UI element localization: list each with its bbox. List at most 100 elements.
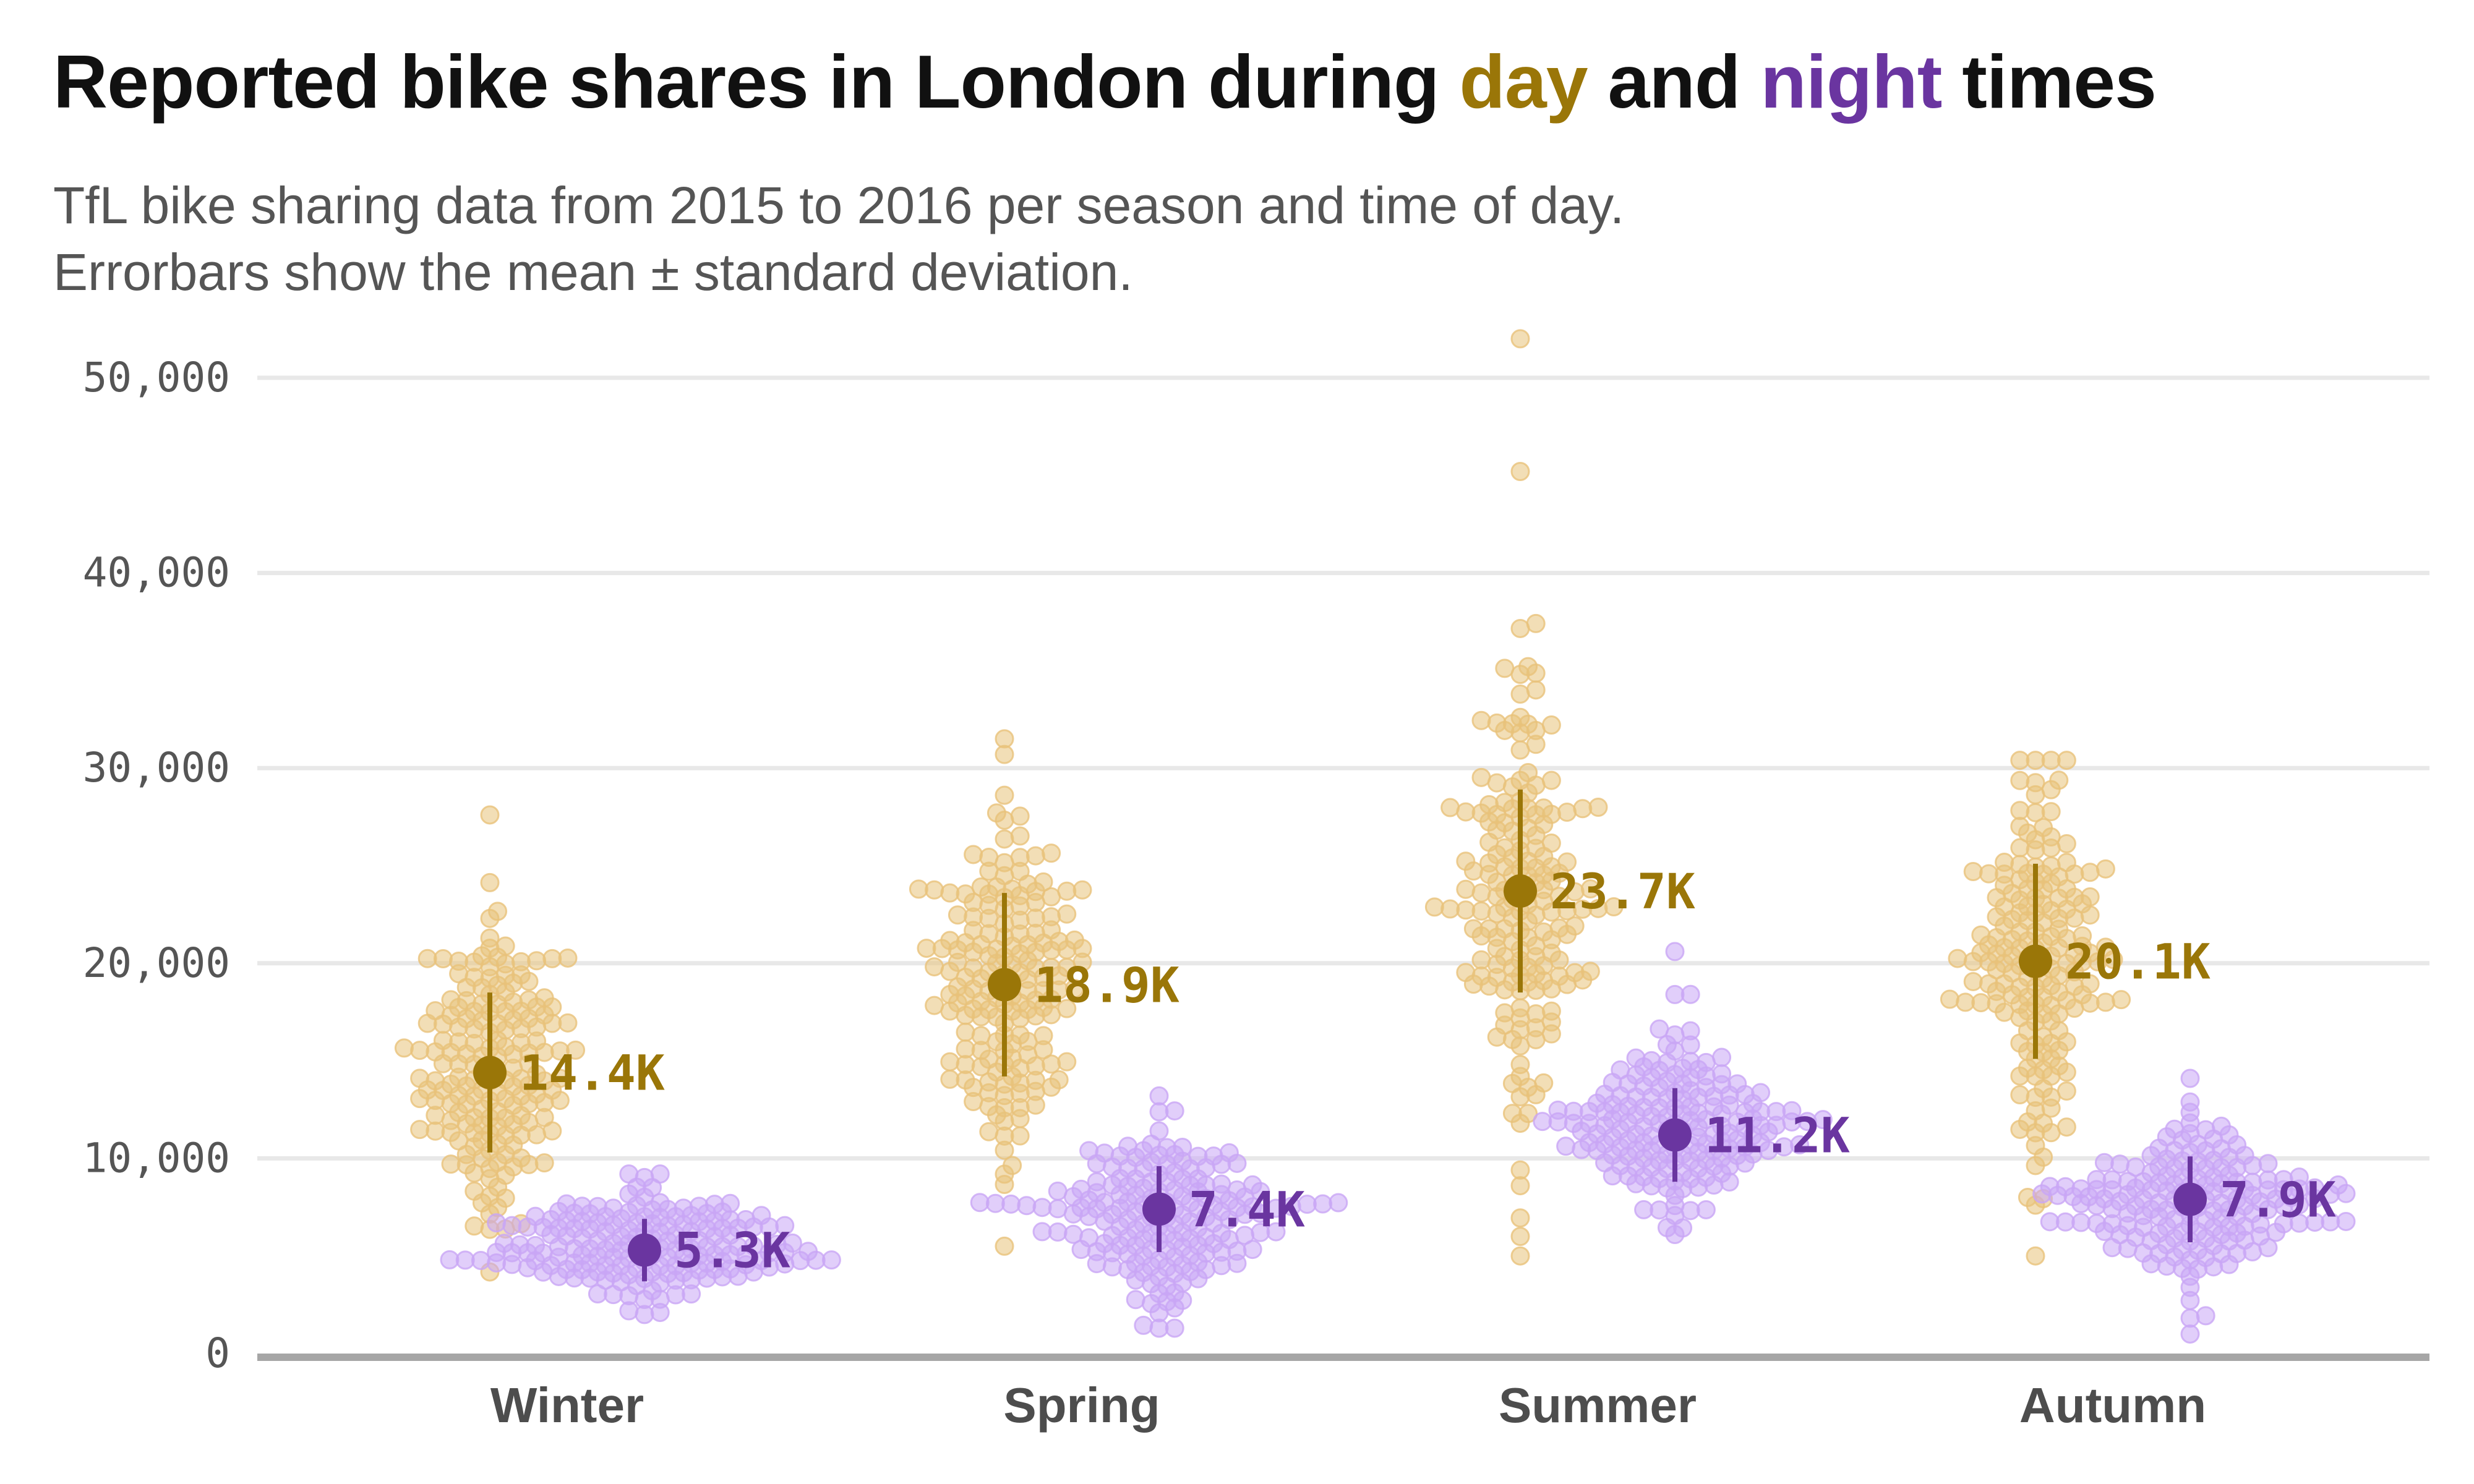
y-tick-label: 30,000 — [83, 744, 230, 791]
day-point — [558, 948, 578, 968]
day-point — [2095, 859, 2115, 879]
day-point — [2057, 834, 2076, 853]
night-point — [1680, 1052, 1700, 1072]
night-point — [775, 1216, 795, 1235]
night-mean-point — [1658, 1118, 1692, 1152]
day-point — [1526, 680, 1546, 700]
day-point — [410, 1120, 430, 1140]
day-point — [449, 951, 469, 971]
day-point — [1057, 904, 1077, 924]
night-mean-label: 5.3K — [674, 1224, 790, 1279]
day-point — [2010, 801, 2030, 821]
day-point — [1604, 897, 1624, 917]
night-point — [1782, 1101, 1802, 1120]
day-point — [1010, 806, 1030, 826]
day-point — [558, 1013, 578, 1033]
day-point — [2095, 937, 2115, 957]
night-point — [1696, 1200, 1716, 1219]
day-point — [1979, 864, 1998, 884]
night-point — [619, 1164, 639, 1184]
night-point — [1126, 1290, 1145, 1310]
night-point — [1680, 984, 1700, 1004]
y-tick-label: 0 — [205, 1329, 230, 1377]
day-point — [2010, 855, 2030, 874]
day-point — [1549, 918, 1569, 938]
day-point — [464, 1181, 484, 1201]
day-point — [1541, 715, 1561, 735]
day-mean-label: 23.7K — [1550, 864, 1695, 920]
day-point — [1456, 963, 1476, 983]
day-point — [1424, 897, 1444, 917]
day-point — [979, 1122, 999, 1141]
day-point — [1471, 883, 1491, 903]
day-mean-point — [988, 968, 1021, 1002]
y-tick-label: 10,000 — [83, 1134, 230, 1182]
day-point — [417, 949, 437, 968]
day-point — [2057, 1081, 2076, 1101]
day-mean-point — [1504, 874, 1537, 908]
day-point — [426, 1071, 445, 1091]
day-point — [1003, 1156, 1022, 1175]
night-point — [1611, 1060, 1630, 1080]
night-point — [1134, 1315, 1154, 1335]
night-point — [2305, 1178, 2325, 1198]
day-mean-label: 18.9K — [1034, 958, 1179, 1014]
day-point — [1518, 763, 1538, 783]
day-point — [1510, 707, 1530, 727]
night-mean-point — [1142, 1192, 1176, 1226]
day-point — [2057, 1117, 2076, 1137]
title-night-word: night — [1760, 40, 1942, 124]
night-point — [1548, 1100, 1568, 1120]
day-point — [2049, 770, 2069, 790]
night-point — [2087, 1170, 2107, 1190]
day-point — [1541, 1001, 1561, 1021]
day-point — [1010, 1126, 1030, 1146]
day-point — [1495, 659, 1515, 678]
day-point — [2057, 751, 2076, 770]
day-point — [995, 1236, 1014, 1256]
night-point — [1556, 1136, 1576, 1156]
day-mean-label: 14.4K — [520, 1046, 665, 1102]
day-point — [979, 848, 999, 868]
night-point — [1641, 1051, 1661, 1070]
night-point — [2180, 1068, 2200, 1088]
day-point — [1565, 963, 1585, 983]
day-point — [2010, 838, 2030, 858]
night-point — [721, 1193, 740, 1213]
night-point — [635, 1167, 654, 1187]
day-point — [1495, 793, 1515, 812]
day-point — [1025, 846, 1045, 866]
night-point — [821, 1250, 841, 1270]
day-point — [1948, 949, 1967, 968]
day-point — [2073, 926, 2092, 946]
y-tick-label: 20,000 — [83, 939, 230, 987]
night-point — [1634, 1200, 1654, 1219]
errorbars: 14.4K 18.9K 23.7K 20.1K 5.3K 7.4K 11.2K 7.9K — [473, 789, 2336, 1282]
night-point — [689, 1196, 709, 1216]
x-tick-label: Spring — [1003, 1378, 1160, 1433]
day-point — [2026, 773, 2045, 793]
night-point — [2336, 1211, 2356, 1231]
day-point — [1456, 802, 1476, 822]
day-point — [940, 883, 960, 903]
day-point — [995, 729, 1014, 749]
day-point — [1072, 880, 1092, 900]
day-point — [1963, 861, 1983, 881]
day-point — [1534, 922, 1554, 942]
night-point — [1079, 1141, 1099, 1161]
day-point — [1456, 879, 1476, 899]
day-point — [1526, 613, 1546, 633]
gridlines — [257, 375, 2429, 1161]
day-point — [1534, 798, 1554, 818]
day-point — [1956, 992, 1975, 1012]
night-point — [1079, 1228, 1099, 1248]
day-mean-point — [473, 1055, 507, 1090]
x-axis-ticks: Winter Spring Summer Autumn — [490, 1378, 2206, 1433]
day-mean-point — [2019, 944, 2052, 978]
night-point — [1813, 1110, 1833, 1130]
night-point — [798, 1242, 818, 1261]
day-point — [2057, 853, 2076, 872]
night-mean-point — [2173, 1182, 2207, 1216]
day-point — [1510, 1227, 1530, 1247]
